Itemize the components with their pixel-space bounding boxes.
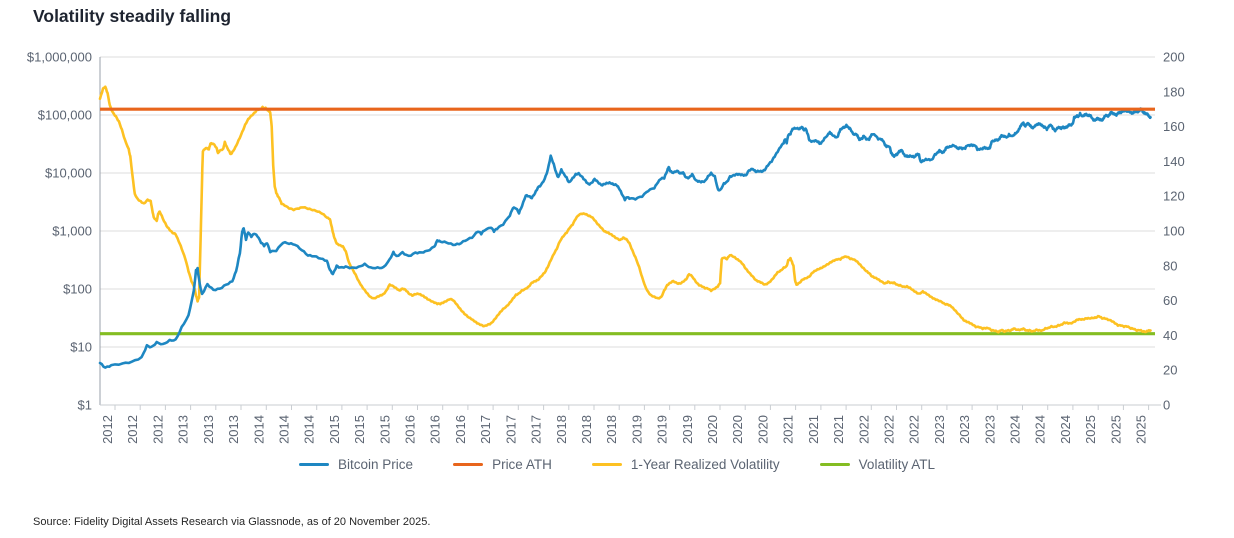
svg-text:40: 40: [1163, 328, 1177, 343]
svg-text:$1,000: $1,000: [52, 224, 92, 239]
svg-text:2023: 2023: [957, 415, 972, 444]
svg-text:2013: 2013: [226, 415, 241, 444]
svg-text:$1,000,000: $1,000,000: [27, 50, 92, 65]
svg-text:60: 60: [1163, 293, 1177, 308]
svg-text:2016: 2016: [403, 415, 418, 444]
svg-text:160: 160: [1163, 119, 1185, 134]
svg-text:2015: 2015: [377, 415, 392, 444]
chart-legend: Bitcoin Price Price ATH 1-Year Realized …: [0, 457, 1234, 472]
legend-line-swatch-ath: [453, 462, 484, 467]
svg-text:2019: 2019: [680, 415, 695, 444]
svg-text:2020: 2020: [705, 415, 720, 444]
svg-text:2025: 2025: [1083, 415, 1098, 444]
legend-line-swatch-atl: [819, 462, 850, 467]
series-1-year-realized-volatility: [98, 85, 1152, 334]
svg-text:$1: $1: [78, 398, 92, 413]
legend-item-volatility-atl: Volatility ATL: [819, 457, 935, 472]
source-note: Source: Fidelity Digital Assets Research…: [33, 516, 431, 528]
svg-text:$100,000: $100,000: [38, 108, 92, 123]
legend-label-bitcoin: Bitcoin Price: [338, 457, 414, 472]
chart-title: Volatility steadily falling: [33, 6, 232, 26]
svg-text:2017: 2017: [503, 415, 518, 444]
svg-text:2025: 2025: [1134, 415, 1149, 444]
svg-text:2019: 2019: [629, 415, 644, 444]
svg-text:2017: 2017: [478, 415, 493, 444]
svg-text:2013: 2013: [201, 415, 216, 444]
svg-text:2014: 2014: [251, 415, 266, 444]
svg-text:2012: 2012: [150, 415, 165, 444]
legend-label-atl: Volatility ATL: [858, 457, 935, 472]
series-bitcoin-price: [98, 107, 1152, 369]
svg-text:2019: 2019: [655, 415, 670, 444]
svg-text:180: 180: [1163, 84, 1185, 99]
legend-line-swatch-bitcoin: [299, 462, 330, 467]
svg-text:2015: 2015: [352, 415, 367, 444]
legend-label-ath: Price ATH: [492, 457, 552, 472]
legend-label-volatility: 1-Year Realized Volatility: [630, 457, 780, 472]
svg-text:2017: 2017: [529, 415, 544, 444]
svg-text:2012: 2012: [100, 415, 115, 444]
svg-text:2025: 2025: [1108, 415, 1123, 444]
svg-text:200: 200: [1163, 50, 1185, 65]
svg-text:140: 140: [1163, 154, 1185, 169]
chart-svg: $1 $10 $100 $1,000 $10,000 $100,000 $1,000,000…: [27, 50, 1185, 444]
svg-text:20: 20: [1163, 363, 1177, 378]
svg-text:2015: 2015: [327, 415, 342, 444]
svg-text:2012: 2012: [125, 415, 140, 444]
svg-text:$10,000: $10,000: [45, 166, 92, 181]
svg-text:2018: 2018: [604, 415, 619, 444]
svg-text:2024: 2024: [1033, 415, 1048, 444]
svg-text:80: 80: [1163, 258, 1177, 273]
svg-text:2024: 2024: [1058, 415, 1073, 444]
svg-text:2020: 2020: [755, 415, 770, 444]
svg-text:2022: 2022: [856, 415, 871, 444]
svg-text:2021: 2021: [831, 415, 846, 444]
svg-text:2023: 2023: [932, 415, 947, 444]
svg-text:2024: 2024: [1008, 415, 1023, 444]
svg-text:0: 0: [1163, 398, 1170, 413]
svg-text:100: 100: [1163, 224, 1185, 239]
svg-text:2014: 2014: [277, 415, 292, 444]
svg-text:$10: $10: [70, 340, 92, 355]
svg-text:2021: 2021: [806, 415, 821, 444]
svg-text:$100: $100: [63, 282, 92, 297]
svg-text:2022: 2022: [907, 415, 922, 444]
svg-text:2021: 2021: [781, 415, 796, 444]
svg-text:2013: 2013: [176, 415, 191, 444]
svg-text:2014: 2014: [302, 415, 317, 444]
svg-text:120: 120: [1163, 189, 1185, 204]
legend-item-bitcoin-price: Bitcoin Price: [299, 457, 413, 472]
svg-text:2016: 2016: [453, 415, 468, 444]
svg-text:2016: 2016: [428, 415, 443, 444]
legend-item-realized-volatility: 1-Year Realized Volatility: [591, 457, 780, 472]
svg-text:2018: 2018: [579, 415, 594, 444]
svg-text:2022: 2022: [882, 415, 897, 444]
legend-item-price-ath: Price ATH: [453, 457, 552, 472]
svg-text:2018: 2018: [554, 415, 569, 444]
svg-text:2020: 2020: [730, 415, 745, 444]
legend-line-swatch-volatility: [591, 462, 622, 467]
svg-text:2023: 2023: [982, 415, 997, 444]
